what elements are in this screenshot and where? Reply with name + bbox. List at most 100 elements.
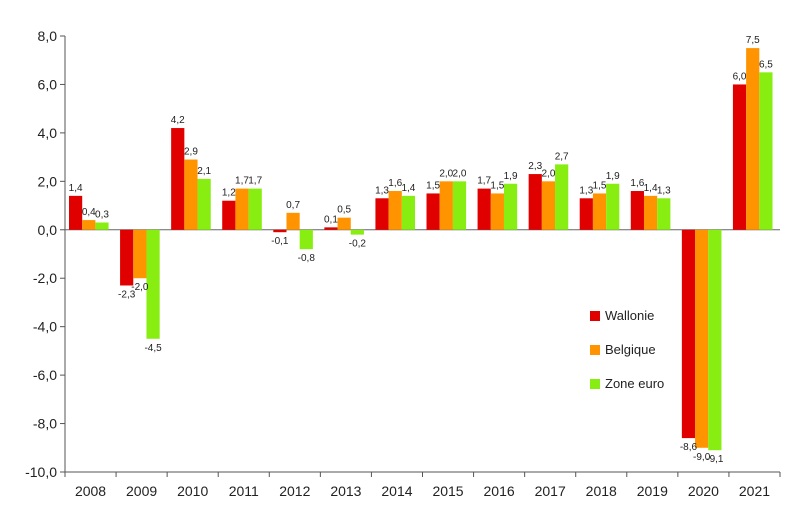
x-tick-label: 2016 bbox=[484, 483, 515, 499]
bar-zone-euro bbox=[95, 222, 109, 230]
data-label: -2,0 bbox=[131, 282, 149, 293]
bar-zone-euro bbox=[146, 229, 160, 339]
bar-zone-euro bbox=[657, 198, 671, 230]
y-tick-label: 0,0 bbox=[38, 222, 58, 238]
y-tick-label: 8,0 bbox=[38, 28, 58, 44]
data-label: -9,0 bbox=[693, 452, 711, 463]
bar-belgique bbox=[337, 217, 351, 230]
y-tick-label: -4,0 bbox=[33, 319, 57, 335]
data-label: 1,9 bbox=[504, 171, 518, 182]
data-label: -0,1 bbox=[271, 236, 289, 247]
bar-belgique bbox=[695, 229, 709, 448]
data-label: 1,3 bbox=[579, 185, 593, 196]
bar-zone-euro bbox=[606, 183, 620, 230]
data-label: -9,1 bbox=[706, 454, 724, 465]
data-label: 1,7 bbox=[477, 176, 491, 187]
data-label: 7,5 bbox=[746, 35, 760, 46]
data-label: -8,6 bbox=[680, 442, 698, 453]
x-tick-label: 2009 bbox=[126, 483, 157, 499]
data-label: 1,5 bbox=[426, 180, 440, 191]
bar-wallonie bbox=[171, 128, 185, 230]
bar-belgique bbox=[746, 48, 760, 230]
data-label: 1,4 bbox=[401, 183, 415, 194]
data-label: 2,0 bbox=[541, 168, 555, 179]
legend-swatch bbox=[590, 345, 600, 355]
bar-zone-euro bbox=[248, 188, 262, 230]
x-tick-label: 2013 bbox=[330, 483, 361, 499]
data-label: 0,1 bbox=[324, 214, 338, 225]
bar-wallonie bbox=[324, 227, 338, 230]
data-label: 2,0 bbox=[439, 168, 453, 179]
x-tick-label: 2011 bbox=[229, 483, 259, 499]
bar-belgique bbox=[439, 181, 453, 230]
data-label: 2,0 bbox=[453, 168, 467, 179]
y-tick-label: -6,0 bbox=[33, 367, 57, 383]
bar-wallonie bbox=[120, 229, 134, 286]
bar-wallonie bbox=[528, 174, 542, 230]
legend: Wallonie Belgique Zone euro bbox=[590, 308, 664, 391]
bar-wallonie bbox=[375, 198, 389, 230]
bar-belgique bbox=[541, 181, 556, 230]
bar-wallonie bbox=[732, 84, 747, 230]
bar-zone-euro bbox=[350, 229, 364, 235]
bar-zone-euro bbox=[759, 72, 773, 230]
x-tick-label: 2021 bbox=[739, 483, 770, 499]
bar-wallonie bbox=[273, 229, 287, 233]
bar-wallonie bbox=[477, 188, 491, 230]
x-tick-label: 2010 bbox=[177, 483, 208, 499]
y-tick-label: -10,0 bbox=[25, 464, 57, 480]
x-tick-label: 2008 bbox=[75, 483, 106, 499]
x-axis: 2008 2009 2010 2011 2012 2013 2014 2015 2016 2017… bbox=[64, 229, 781, 499]
bar-zone-euro bbox=[197, 178, 211, 230]
bar-belgique bbox=[388, 191, 402, 230]
bar-zone-euro bbox=[708, 229, 722, 451]
data-label: 1,4 bbox=[69, 183, 83, 194]
data-label: 1,5 bbox=[490, 180, 504, 191]
data-label: 1,7 bbox=[248, 176, 262, 187]
y-tick-label: 6,0 bbox=[38, 76, 58, 92]
data-label: 1,6 bbox=[630, 178, 644, 189]
bar-zone-euro bbox=[555, 164, 569, 230]
bar-wallonie bbox=[426, 193, 440, 230]
bar-wallonie bbox=[222, 200, 236, 230]
bar-belgique bbox=[592, 193, 607, 230]
data-label: 6,0 bbox=[733, 71, 747, 82]
bar-wallonie bbox=[630, 191, 644, 230]
x-tick-label: 2012 bbox=[279, 483, 310, 499]
bar-wallonie bbox=[681, 229, 696, 439]
bar-zone-euro bbox=[401, 195, 416, 230]
x-tick-label: 2018 bbox=[586, 483, 617, 499]
data-label: 1,3 bbox=[375, 185, 389, 196]
data-label: 1,2 bbox=[222, 188, 236, 199]
data-label: 1,6 bbox=[388, 178, 402, 189]
data-label: 1,5 bbox=[593, 180, 607, 191]
y-axis: 8,0 6,0 4,0 2,0 0,0 -2,0 -4,0 -6,0 -8,0 -10,0 bbox=[25, 28, 66, 480]
data-label: 4,2 bbox=[171, 115, 185, 126]
y-tick-label: 2,0 bbox=[38, 173, 58, 189]
bar-belgique bbox=[184, 159, 198, 230]
legend-label: Belgique bbox=[605, 342, 656, 357]
legend-swatch bbox=[590, 379, 600, 389]
data-label: 2,3 bbox=[528, 161, 542, 172]
legend-label: Zone euro bbox=[605, 376, 664, 391]
x-tick-label: 2014 bbox=[381, 483, 412, 499]
data-label: 0,5 bbox=[337, 205, 351, 216]
bar-belgique bbox=[643, 195, 658, 230]
data-label: -0,2 bbox=[349, 239, 367, 250]
data-label: 1,7 bbox=[235, 176, 249, 187]
data-label: 2,9 bbox=[184, 147, 198, 158]
bar-wallonie bbox=[69, 195, 83, 230]
y-tick-label: -2,0 bbox=[33, 270, 57, 286]
data-label: 1,4 bbox=[644, 183, 658, 194]
data-label: 0,7 bbox=[286, 200, 300, 211]
data-label: 0,3 bbox=[95, 210, 109, 221]
y-tick-label: 4,0 bbox=[38, 125, 58, 141]
data-label: 1,3 bbox=[657, 185, 671, 196]
x-tick-label: 2017 bbox=[535, 483, 566, 499]
bar-belgique bbox=[82, 220, 96, 230]
legend-label: Wallonie bbox=[605, 308, 654, 323]
x-tick-label: 2019 bbox=[637, 483, 668, 499]
bar-zone-euro bbox=[503, 183, 518, 230]
data-label: -4,5 bbox=[144, 343, 162, 354]
